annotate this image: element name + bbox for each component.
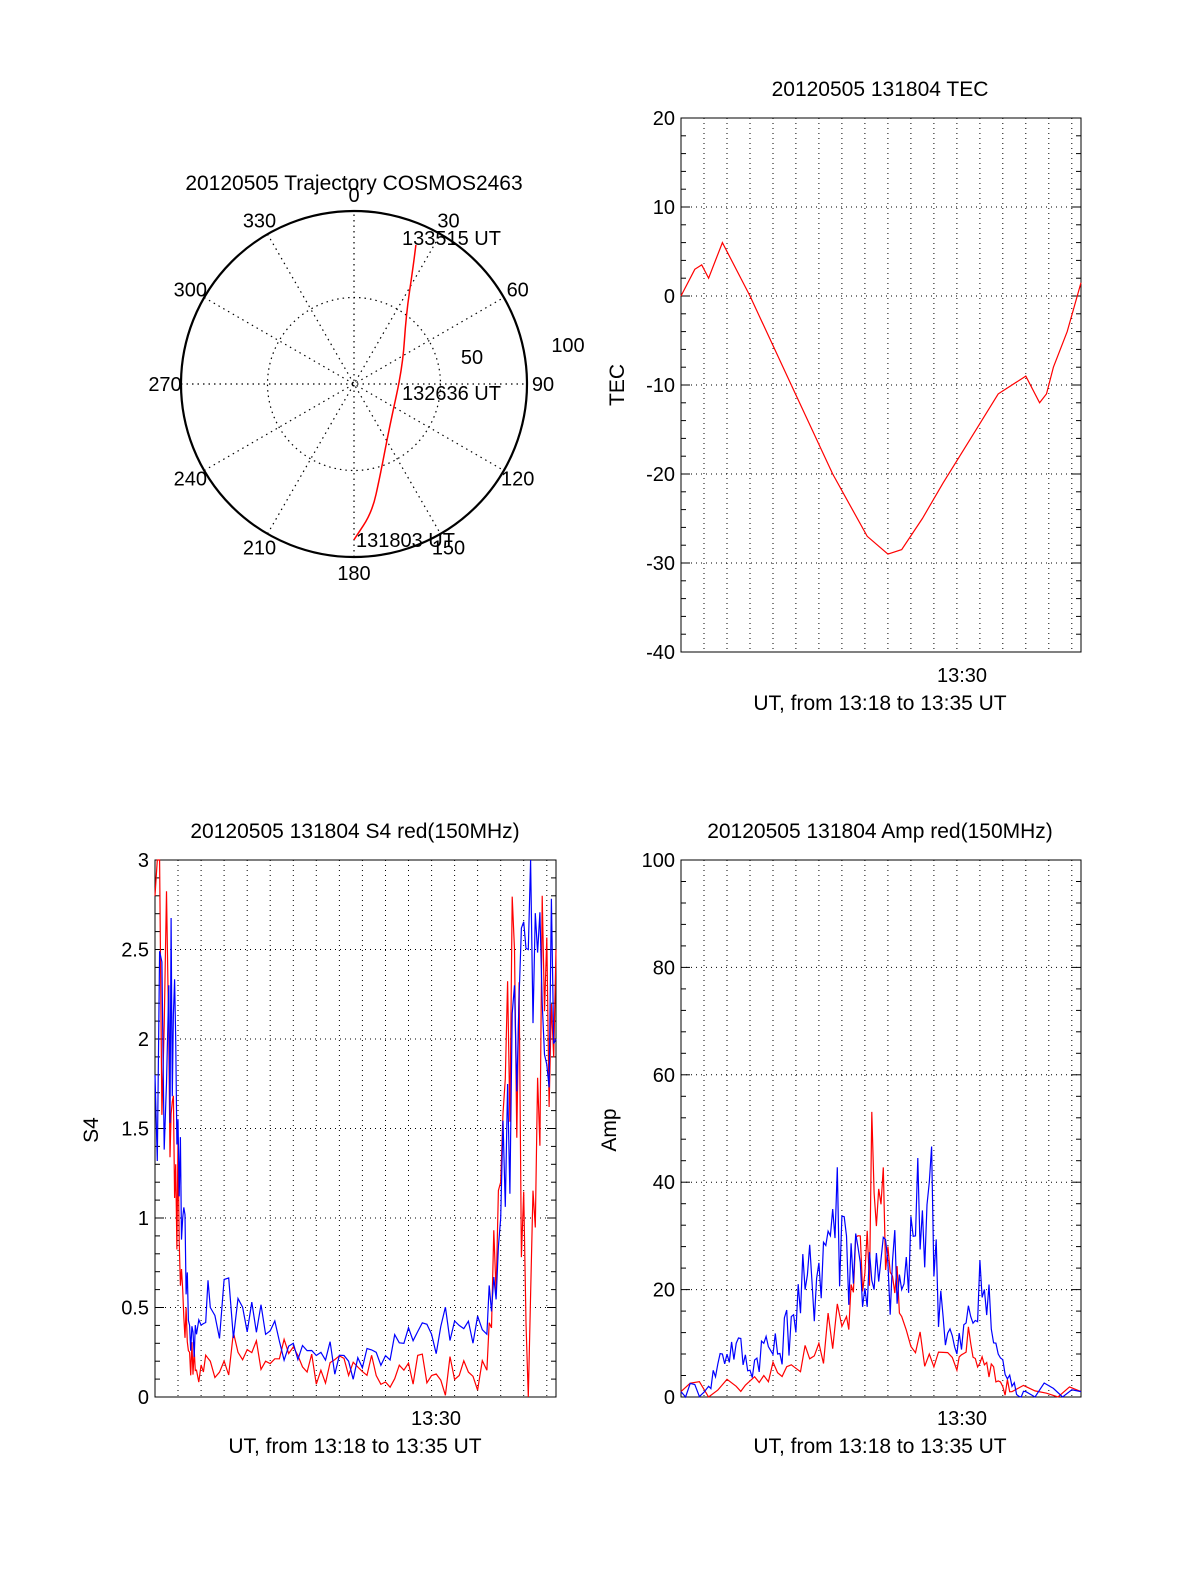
polar-angle-label: 30 xyxy=(437,210,459,232)
s4-title: 20120505 131804 S4 red(150MHz) xyxy=(190,820,519,843)
amp-series-red-line xyxy=(680,1111,1082,1398)
tec-panel: 20120505 131804 TEC 20 10 0 -10 -20 -30 -40 13… xyxy=(606,78,1082,715)
tec-y-axis-label: TEC xyxy=(606,364,629,406)
polar-angle-label: 180 xyxy=(337,563,370,585)
tec-x-tick-label: 13:30 xyxy=(937,665,987,687)
annotation-end-time: 133515 UT xyxy=(402,228,501,250)
tec-series-line xyxy=(680,241,1082,555)
amp-frame xyxy=(680,859,1082,1398)
y-tick-label: 100 xyxy=(642,850,675,872)
s4-series-blue-line xyxy=(154,859,557,1380)
s4-series-red-line xyxy=(154,859,557,1398)
polar-angle-label: 120 xyxy=(501,469,534,491)
amp-title: 20120505 131804 Amp red(150MHz) xyxy=(707,820,1053,843)
y-tick-label: 3 xyxy=(138,850,149,872)
y-tick-label: -20 xyxy=(646,464,675,486)
annotation-mid-time: 132636 UT xyxy=(402,383,501,405)
y-tick-label: 20 xyxy=(653,108,675,130)
s4-y-tick-labels: 3 2.5 2 1.5 1 0.5 0 xyxy=(121,850,149,1409)
polar-angle-label: 240 xyxy=(174,469,207,491)
polar-angle-label: 300 xyxy=(174,280,207,302)
polar-angle-label: 90 xyxy=(532,374,554,396)
amp-y-tick-labels: 100 80 60 40 20 0 xyxy=(642,850,675,1409)
polar-angle-label: 330 xyxy=(243,210,276,232)
amp-panel: 20120505 131804 Amp red(150MHz) 100 80 60 4… xyxy=(598,820,1082,1458)
y-tick-label: 1.5 xyxy=(121,1119,149,1141)
s4-frame xyxy=(154,859,557,1398)
polar-outer-circle xyxy=(179,209,529,559)
s4-x-tick-label: 13:30 xyxy=(411,1408,461,1430)
y-tick-label: 0 xyxy=(138,1387,149,1409)
polar-angle-label: 270 xyxy=(148,374,181,396)
y-tick-label: 80 xyxy=(653,957,675,979)
tec-grid xyxy=(681,117,1081,653)
y-tick-label: -40 xyxy=(646,642,675,664)
y-tick-label: -30 xyxy=(646,553,675,575)
polar-angle-label: 150 xyxy=(432,538,465,560)
amp-series-blue-line xyxy=(680,1146,1082,1399)
y-tick-label: 0.5 xyxy=(121,1298,149,1320)
polar-angle-label: 0 xyxy=(348,185,359,207)
trajectory-line xyxy=(353,244,417,541)
y-tick-label: 20 xyxy=(653,1280,675,1302)
polar-panel: 20120505 Trajectory COSMOS2463 0 30 60 90 12… xyxy=(148,172,584,585)
amp-x-tick-label: 13:30 xyxy=(937,1408,987,1430)
polar-angle-label: 60 xyxy=(507,280,529,302)
polar-angle-label: 210 xyxy=(243,538,276,560)
y-tick-label: 0 xyxy=(664,1387,675,1409)
tec-x-axis-label: UT, from 13:18 to 13:35 UT xyxy=(753,692,1006,715)
y-tick-label: 60 xyxy=(653,1065,675,1087)
s4-x-axis-label: UT, from 13:18 to 13:35 UT xyxy=(228,1435,481,1458)
y-tick-label: 1 xyxy=(138,1208,149,1230)
s4-panel: 20120505 131804 S4 red(150MHz) 3 2.5 2 1.5 1… xyxy=(80,820,557,1458)
polar-title: 20120505 Trajectory COSMOS2463 xyxy=(185,172,522,195)
tec-frame xyxy=(680,117,1082,653)
amp-x-axis-label: UT, from 13:18 to 13:35 UT xyxy=(753,1435,1006,1458)
polar-grid xyxy=(181,211,527,557)
y-tick-label: 2.5 xyxy=(121,940,149,962)
y-tick-label: 10 xyxy=(653,197,675,219)
polar-radius-label-100: 100 xyxy=(551,335,584,357)
y-tick-label: -10 xyxy=(646,375,675,397)
polar-angle-labels: 0 30 60 90 120 150 180 210 240 270 300 330 xyxy=(148,185,554,585)
y-tick-label: 0 xyxy=(664,286,675,308)
tec-title: 20120505 131804 TEC xyxy=(772,78,989,101)
annotation-start-time: 131803 UT xyxy=(356,530,455,552)
amp-y-axis-label: Amp xyxy=(598,1108,621,1151)
tec-y-tick-labels: 20 10 0 -10 -20 -30 -40 xyxy=(646,108,675,664)
y-tick-label: 40 xyxy=(653,1172,675,1194)
polar-radius-label-50: 50 xyxy=(461,347,483,369)
s4-y-axis-label: S4 xyxy=(80,1117,103,1143)
y-tick-label: 2 xyxy=(138,1029,149,1051)
